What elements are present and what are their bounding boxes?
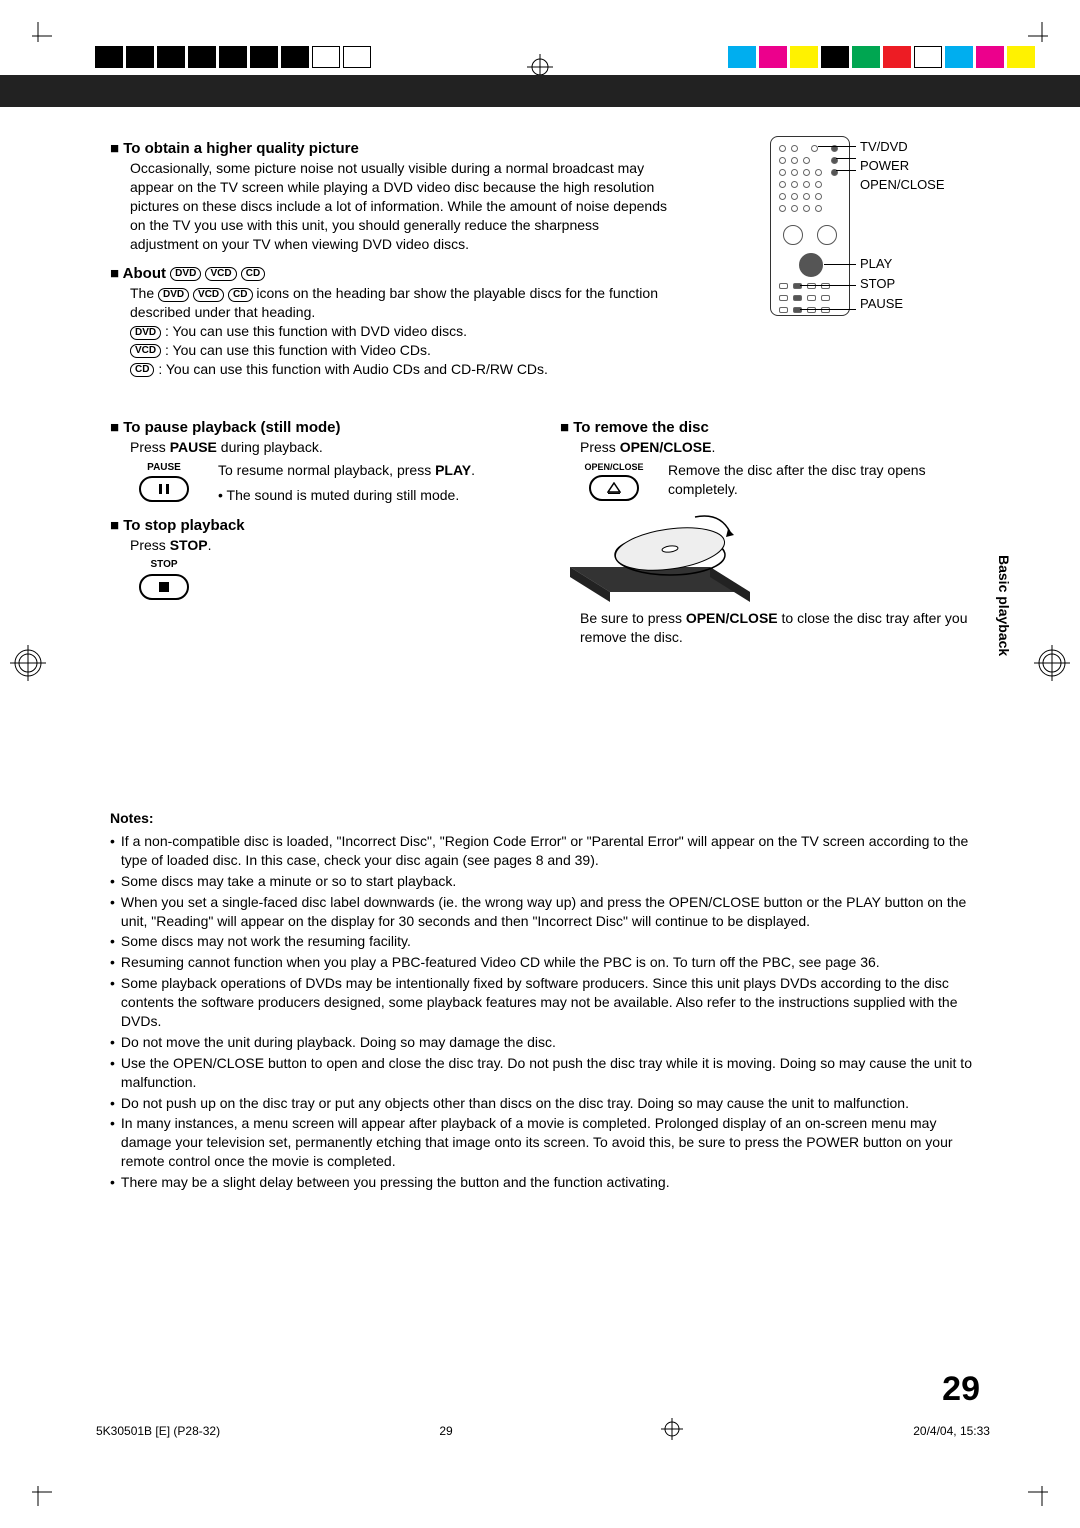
stop-line1: Press STOP. bbox=[130, 536, 530, 555]
crop-mark-tr bbox=[1028, 22, 1056, 50]
heading-pause: To pause playback (still mode) bbox=[110, 419, 530, 436]
remote-label-power: POWER bbox=[860, 158, 909, 173]
footer-page-small: 29 bbox=[439, 1424, 452, 1438]
openclose-button-icon: OPEN/CLOSE bbox=[580, 461, 648, 501]
registration-mark-right bbox=[1034, 645, 1070, 681]
remote-label-stop: STOP bbox=[860, 276, 895, 291]
body-about: The DVD VCD CD icons on the heading bar … bbox=[130, 284, 670, 378]
print-marks-top bbox=[0, 40, 1080, 70]
stop-button-icon: STOP bbox=[130, 558, 198, 600]
crop-mark-br bbox=[1028, 1478, 1056, 1506]
page-number: 29 bbox=[942, 1370, 980, 1409]
heading-about: ■ About DVD VCD CD bbox=[110, 265, 670, 282]
notes-list: If a non-compatible disc is loaded, "Inc… bbox=[110, 832, 980, 1192]
notes-item: In many instances, a menu screen will ap… bbox=[110, 1114, 980, 1171]
page-body: TV/DVD POWER OPEN/CLOSE PLAY STOP PAUSE … bbox=[110, 140, 980, 647]
remote-label-pause: PAUSE bbox=[860, 296, 903, 311]
side-tab: Basic playback bbox=[996, 555, 1012, 656]
disc-tray-illustration bbox=[560, 507, 740, 597]
heading-remove: To remove the disc bbox=[560, 419, 980, 436]
footer-date: 20/4/04, 15:33 bbox=[913, 1424, 990, 1438]
notes-item: Do not push up on the disc tray or put a… bbox=[110, 1094, 980, 1113]
notes-item: If a non-compatible disc is loaded, "Inc… bbox=[110, 832, 980, 870]
heading-stop: To stop playback bbox=[110, 517, 530, 534]
density-squares bbox=[95, 46, 371, 68]
cd-icon: CD bbox=[241, 267, 265, 281]
pause-line1: Press PAUSE during playback. bbox=[130, 438, 530, 457]
col-left: To pause playback (still mode) Press PAU… bbox=[110, 419, 530, 647]
remove-note: Be sure to press OPEN/CLOSE to close the… bbox=[580, 609, 980, 647]
crop-mark-bl bbox=[24, 1478, 52, 1506]
vcd-icon: VCD bbox=[205, 267, 236, 281]
pause-button-icon: PAUSE bbox=[130, 461, 198, 505]
dvd-icon: DVD bbox=[170, 267, 201, 281]
remote-label-openclose: OPEN/CLOSE bbox=[860, 177, 945, 192]
footer-row: 5K30501B [E] (P28-32) 29 20/4/04, 15:33 bbox=[96, 1418, 990, 1443]
notes-item: Some discs may not work the resuming fac… bbox=[110, 932, 980, 951]
remote-label-tvdvd: TV/DVD bbox=[860, 139, 908, 154]
remote-diagram: TV/DVD POWER OPEN/CLOSE PLAY STOP PAUSE bbox=[770, 136, 980, 316]
notes-item: Some playback operations of DVDs may be … bbox=[110, 974, 980, 1031]
notes-heading: Notes: bbox=[110, 810, 980, 826]
col-right: To remove the disc Press OPEN/CLOSE. OPE… bbox=[560, 419, 980, 647]
color-squares bbox=[728, 46, 1035, 68]
heading-quality: To obtain a higher quality picture bbox=[110, 140, 670, 157]
footer-doc-code: 5K30501B [E] (P28-32) bbox=[96, 1424, 220, 1438]
body-quality: Occasionally, some picture noise not usu… bbox=[130, 159, 670, 253]
notes-item: Do not move the unit during playback. Do… bbox=[110, 1033, 980, 1052]
remove-line1: Press OPEN/CLOSE. bbox=[580, 438, 980, 457]
remote-label-play: PLAY bbox=[860, 256, 892, 271]
registration-mark-bottom bbox=[661, 1418, 683, 1443]
notes-section: Notes: If a non-compatible disc is loade… bbox=[110, 810, 980, 1194]
crop-mark-tl bbox=[24, 22, 52, 50]
notes-item: When you set a single-faced disc label d… bbox=[110, 893, 980, 931]
remove-text: Remove the disc after the disc tray open… bbox=[668, 461, 980, 501]
header-bar bbox=[0, 75, 1080, 107]
notes-item: Resuming cannot function when you play a… bbox=[110, 953, 980, 972]
registration-mark-left bbox=[10, 645, 46, 681]
notes-item: Some discs may take a minute or so to st… bbox=[110, 872, 980, 891]
notes-item: There may be a slight delay between you … bbox=[110, 1173, 980, 1192]
notes-item: Use the OPEN/CLOSE button to open and cl… bbox=[110, 1054, 980, 1092]
